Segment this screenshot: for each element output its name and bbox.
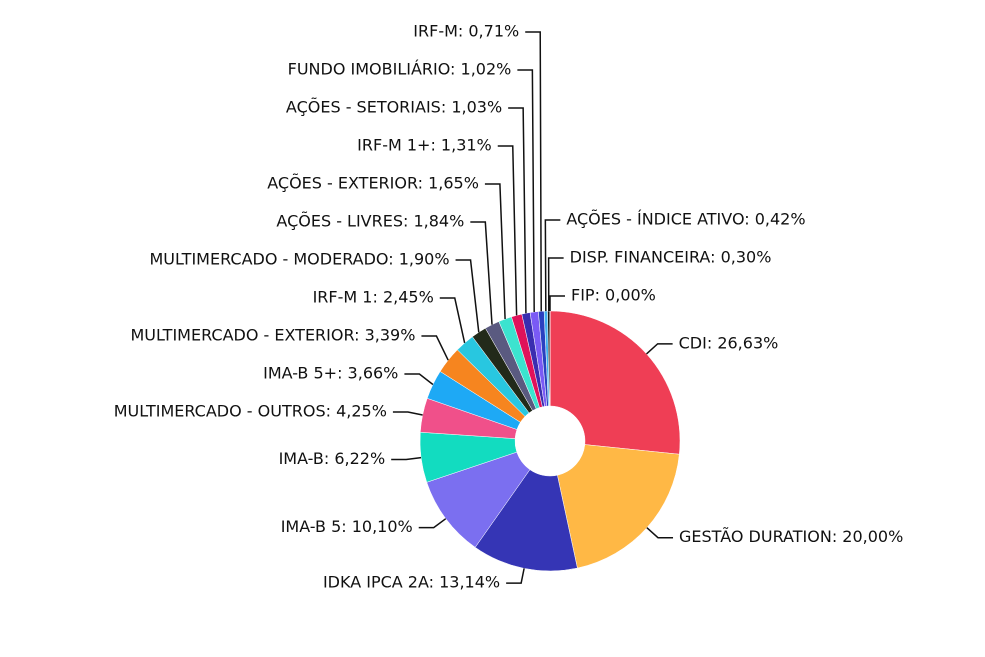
data-label: IMA-B: 6,22%: [279, 449, 386, 468]
leader-line: [544, 219, 561, 312]
leader-line: [418, 518, 447, 529]
data-label: MULTIMERCADO - EXTERIOR: 3,39%: [130, 326, 415, 345]
leader-line: [421, 335, 449, 361]
leader-line: [525, 31, 542, 312]
data-label: IRF-M: 0,71%: [413, 22, 519, 41]
leader-line: [439, 297, 466, 344]
leader-line: [508, 107, 527, 314]
data-label: MULTIMERCADO - MODERADO: 1,90%: [149, 250, 449, 269]
data-label: AÇÕES - SETORIAIS: 1,03%: [286, 98, 502, 117]
leader-line: [549, 295, 565, 311]
data-label: AÇÕES - ÍNDICE ATIVO: 0,42%: [566, 210, 805, 229]
leader-line: [470, 221, 493, 325]
leader-line: [392, 411, 423, 416]
data-label: IDKA IPCA 2A: 13,14%: [323, 573, 500, 592]
data-label: FIP: 0,00%: [571, 286, 656, 305]
data-label: IMA-B 5: 10,10%: [281, 517, 413, 536]
data-label: IRF-M 1+: 1,31%: [357, 136, 492, 155]
slice: [557, 444, 680, 569]
leader-line: [645, 343, 673, 355]
leader-line: [646, 527, 674, 539]
leader-line: [497, 145, 518, 316]
data-label: MULTIMERCADO - OUTROS: 4,25%: [114, 402, 387, 421]
leader-line: [484, 183, 506, 320]
slice: [474, 469, 578, 572]
leader-line: [547, 257, 564, 312]
leader-line: [506, 568, 525, 584]
data-label: AÇÕES - LIVRES: 1,84%: [276, 212, 464, 231]
leader-line: [517, 69, 535, 312]
leader-line: [404, 373, 434, 386]
data-label: IMA-B 5+: 3,66%: [263, 364, 398, 383]
data-label: GESTÃO DURATION: 20,00%: [679, 527, 903, 546]
data-label: DISP. FINANCEIRA: 0,30%: [570, 248, 772, 267]
leader-line: [455, 259, 480, 333]
data-label: FUNDO IMOBILIÁRIO: 1,02%: [288, 60, 512, 79]
leader-line: [391, 456, 422, 461]
slice: [549, 310, 681, 455]
data-label: AÇÕES - EXTERIOR: 1,65%: [267, 174, 479, 193]
data-label: CDI: 26,63%: [679, 333, 779, 352]
data-label: IRF-M 1: 2,45%: [313, 288, 434, 307]
